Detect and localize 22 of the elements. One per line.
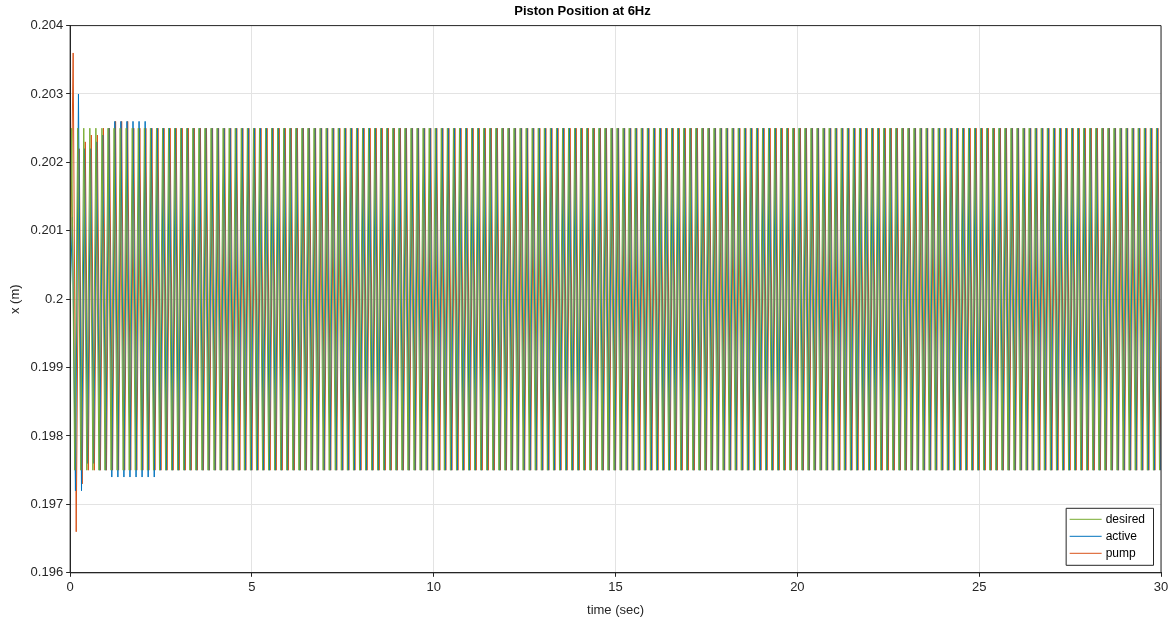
y-tick-label: 0.198 [30,427,64,443]
y-tick-label: 0.2 [45,290,64,306]
y-tick-label: 0.204 [30,17,64,33]
x-tick-label: 30 [1153,579,1169,595]
legend-label: desired [1105,511,1145,526]
y-tick-label: 0.199 [30,359,64,375]
y-axis-title: x (m) [7,284,23,314]
x-tick-label: 20 [790,579,805,595]
y-tick-label: 0.201 [30,222,64,238]
y-tick-label: 0.197 [30,495,64,511]
x-tick-label: 5 [248,579,256,595]
legend-label: pump [1105,545,1136,560]
x-tick-label: 0 [66,579,74,595]
y-tick-label: 0.202 [30,153,64,169]
y-tick-label: 0.203 [30,85,64,101]
x-axis-title: time (sec) [587,601,645,617]
y-tick-label: 0.196 [30,564,64,580]
x-tick-label: 25 [971,579,987,595]
x-tick-label: 10 [426,579,441,595]
chart-title: Piston Position at 6Hz [514,3,652,19]
x-tick-label: 15 [608,579,623,595]
legend-label: active [1105,528,1138,543]
